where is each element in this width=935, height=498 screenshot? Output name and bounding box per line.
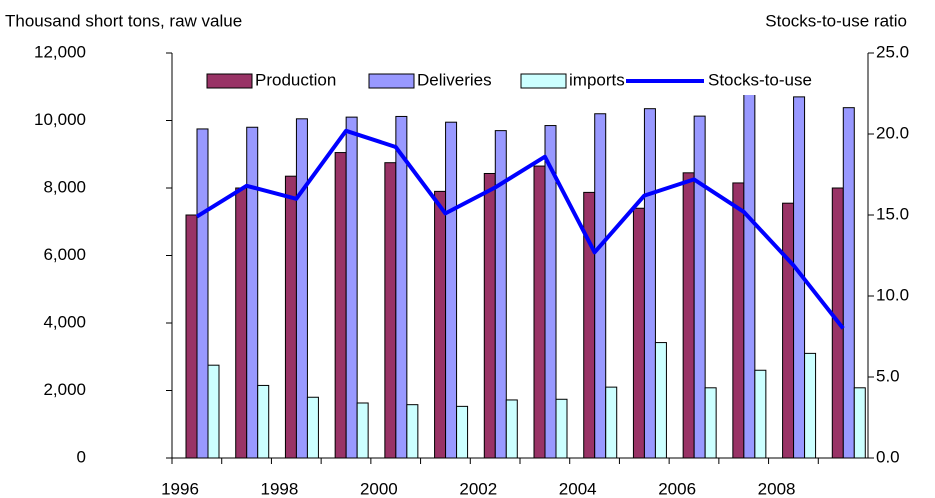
bar — [632, 207, 645, 459]
legend-swatch — [368, 73, 415, 89]
x-tick-label: 2004 — [559, 479, 597, 498]
bar — [306, 396, 319, 459]
legend-swatch — [520, 73, 567, 89]
bar — [246, 126, 259, 459]
y-tick-label: 2,000 — [43, 380, 86, 399]
bar — [345, 116, 358, 459]
bar — [682, 172, 695, 459]
bar — [555, 398, 568, 459]
bar — [185, 214, 198, 459]
bar — [533, 165, 546, 459]
bar — [356, 402, 369, 459]
bar — [434, 190, 447, 459]
y-axis-title: Thousand short tons, raw value — [5, 11, 242, 30]
bar — [406, 404, 419, 459]
bar — [605, 386, 618, 459]
bar — [505, 399, 518, 459]
bar — [235, 187, 248, 459]
bar — [732, 182, 745, 459]
y2-tick-label: 25.0 — [876, 42, 909, 61]
y-tick-label: 6,000 — [43, 245, 86, 264]
bar — [643, 108, 656, 459]
line-series — [195, 128, 845, 330]
y-tick-label: 4,000 — [43, 312, 86, 331]
y-tick-label: 8,000 — [43, 177, 86, 196]
bar — [257, 384, 270, 459]
bar — [483, 172, 496, 459]
y2-axis-title: Stocks-to-use ratio — [765, 11, 907, 30]
bar — [445, 121, 458, 459]
y2-tick-label: 15.0 — [876, 204, 909, 223]
x-tick-label: 1998 — [261, 479, 299, 498]
bar — [693, 115, 706, 459]
bar — [804, 352, 817, 459]
y2-tick-label: 10.0 — [876, 285, 909, 304]
bar — [295, 118, 308, 459]
legend-label: Deliveries — [417, 70, 492, 89]
legend-label: imports — [569, 70, 625, 89]
bar — [384, 162, 397, 459]
y2-tick-label: 0.0 — [876, 447, 900, 466]
bar — [284, 175, 297, 459]
y2-tick-label: 20.0 — [876, 123, 909, 142]
x-tick-label: 2006 — [658, 479, 696, 498]
bar — [853, 387, 866, 459]
bar — [704, 387, 717, 459]
bar — [196, 128, 209, 459]
bar — [594, 113, 607, 459]
bar — [654, 342, 667, 459]
x-tick-label: 2000 — [360, 479, 398, 498]
y-tick-label: 12,000 — [34, 42, 86, 61]
bar — [754, 369, 767, 459]
x-tick-label: 2008 — [758, 479, 796, 498]
bar — [743, 93, 756, 459]
bar — [334, 152, 347, 459]
legend-swatch — [206, 73, 253, 89]
bar — [842, 107, 855, 459]
y-tick-label: 10,000 — [34, 110, 86, 129]
bar — [395, 115, 408, 459]
legend-label: Production — [255, 70, 336, 89]
bar — [207, 364, 220, 459]
x-tick-label: 1996 — [161, 479, 199, 498]
legend-label: Stocks-to-use — [708, 70, 812, 89]
y2-tick-label: 5.0 — [876, 366, 900, 385]
bar — [782, 202, 795, 459]
bar — [456, 405, 469, 459]
x-tick-label: 2002 — [459, 479, 497, 498]
y-tick-label: 0 — [77, 447, 86, 466]
